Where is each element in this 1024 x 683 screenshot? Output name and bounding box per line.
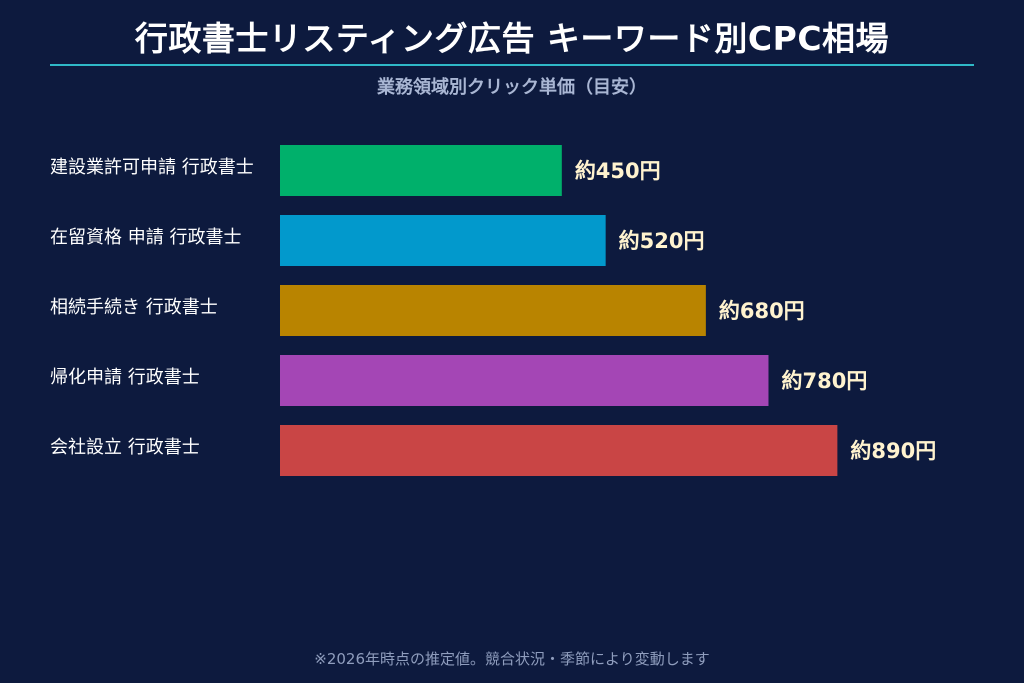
bar — [280, 425, 838, 476]
category-label: 相続手続き 行政書士 — [50, 297, 218, 318]
value-label: 約890円 — [850, 439, 936, 463]
chart-subtitle: 業務領域別クリック単価（目安） — [377, 77, 647, 98]
value-label: 約520円 — [619, 229, 705, 253]
value-label: 約780円 — [781, 369, 867, 393]
bar — [280, 355, 769, 406]
bar — [280, 215, 606, 266]
value-label: 約680円 — [719, 299, 805, 323]
value-label: 約450円 — [575, 159, 661, 183]
category-label: 建設業許可申請 行政書士 — [50, 157, 254, 178]
bar — [280, 285, 706, 336]
category-label: 在留資格 申請 行政書士 — [50, 227, 241, 248]
title-divider — [50, 64, 974, 66]
chart-title: 行政書士リスティング広告 キーワード別CPC相場 — [134, 19, 890, 58]
category-label: 会社設立 行政書士 — [50, 437, 200, 458]
bar — [280, 145, 562, 196]
footnote: ※2026年時点の推定値。競合状況・季節により変動します — [314, 650, 710, 668]
category-label: 帰化申請 行政書士 — [50, 367, 200, 388]
